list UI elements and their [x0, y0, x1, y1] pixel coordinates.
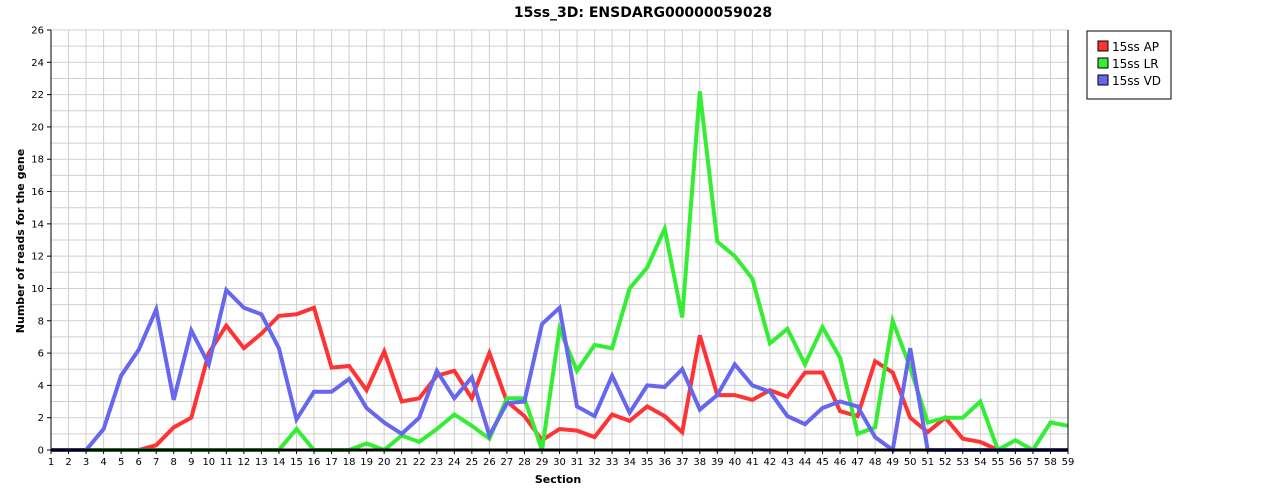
- grid-lines: [50, 29, 1069, 451]
- legend-swatch: [1097, 40, 1109, 52]
- x-tick-label: 23: [430, 457, 443, 468]
- y-tick-label: 12: [31, 252, 44, 263]
- y-tick-label: 18: [31, 155, 44, 166]
- x-tick-label: 56: [1009, 457, 1022, 468]
- axes: [47, 29, 1069, 454]
- x-tick-label: 8: [171, 457, 177, 468]
- x-tick-label: 42: [764, 457, 777, 468]
- series-line-1: [51, 305, 1068, 452]
- x-tick-label: 25: [465, 457, 478, 468]
- x-tick-label: 50: [904, 457, 917, 468]
- y-tick-label: 2: [38, 413, 44, 424]
- x-tick-label: 45: [816, 457, 829, 468]
- y-tick-label: 20: [31, 122, 44, 133]
- x-tick-label: 21: [395, 457, 408, 468]
- x-tick-label: 48: [869, 457, 882, 468]
- x-tick-label: 24: [448, 457, 461, 468]
- x-tick-label: 51: [921, 457, 934, 468]
- x-tick-label: 49: [886, 457, 899, 468]
- x-tick-label: 35: [641, 457, 654, 468]
- x-tick-label: 1: [48, 457, 54, 468]
- x-tick-label: 14: [273, 457, 286, 468]
- x-tick-label: 44: [799, 457, 812, 468]
- x-tick-label: 9: [188, 457, 194, 468]
- legend-label: 15ss VD: [1112, 74, 1161, 88]
- x-tick-label: 27: [501, 457, 514, 468]
- x-tick-label: 53: [956, 457, 969, 468]
- x-tick-label: 46: [834, 457, 847, 468]
- y-tick-label: 0: [38, 446, 44, 457]
- x-tick-label: 11: [220, 457, 233, 468]
- x-tick-label: 18: [343, 457, 356, 468]
- x-tick-label: 10: [202, 457, 215, 468]
- x-tick-label: 59: [1062, 457, 1075, 468]
- legend-label: 15ss AP: [1112, 40, 1159, 54]
- y-tick-label: 8: [38, 316, 44, 327]
- x-tick-label: 13: [255, 457, 268, 468]
- x-tick-label: 52: [939, 457, 952, 468]
- x-tick-label: 30: [553, 457, 566, 468]
- x-tick-label: 41: [746, 457, 759, 468]
- x-tick-label: 55: [991, 457, 1004, 468]
- x-tick-label: 12: [238, 457, 251, 468]
- x-tick-labels: 1 2 3 4 5 6 7 8 9 10 11 12 13 14 15 16 17 18 19 20 21 22 23 24 2…: [48, 457, 1075, 468]
- x-tick-label: 16: [308, 457, 321, 468]
- x-tick-label: 47: [851, 457, 864, 468]
- x-tick-label: 3: [83, 457, 89, 468]
- x-tick-label: 7: [153, 457, 159, 468]
- y-tick-label: 14: [31, 219, 44, 230]
- series-line-3: [51, 286, 1068, 454]
- x-tick-label: 43: [781, 457, 794, 468]
- y-tick-label: 22: [31, 90, 44, 101]
- legend-swatch: [1097, 57, 1109, 69]
- x-tick-label: 34: [623, 457, 636, 468]
- x-tick-label: 22: [413, 457, 426, 468]
- legend-swatch: [1097, 74, 1109, 86]
- chart-title: 15ss_3D: ENSDARG00000059028: [514, 5, 772, 21]
- x-tick-label: 54: [974, 457, 987, 468]
- x-tick-label: 32: [588, 457, 601, 468]
- x-tick-label: 19: [360, 457, 373, 468]
- x-axis-label: Section: [535, 473, 581, 486]
- y-tick-label: 10: [31, 284, 44, 295]
- x-tick-label: 39: [711, 457, 724, 468]
- legend-label: 15ss LR: [1112, 57, 1159, 71]
- x-tick-label: 15: [290, 457, 303, 468]
- x-tick-label: 29: [536, 457, 549, 468]
- x-tick-label: 57: [1027, 457, 1040, 468]
- x-tick-label: 26: [483, 457, 496, 468]
- x-tick-label: 58: [1044, 457, 1057, 468]
- x-tick-label: 33: [606, 457, 619, 468]
- y-axis-label: Number of reads for the gene: [14, 149, 27, 333]
- y-tick-label: 24: [31, 58, 44, 69]
- x-tick-label: 28: [518, 457, 531, 468]
- x-tick-label: 40: [728, 457, 741, 468]
- y-tick-label: 16: [31, 187, 44, 198]
- x-tick-label: 17: [325, 457, 338, 468]
- y-tick-label: 26: [31, 26, 44, 37]
- x-tick-label: 36: [658, 457, 671, 468]
- x-tick-label: 38: [693, 457, 706, 468]
- x-tick-label: 5: [118, 457, 124, 468]
- legend: 15ss AP 15ss LR 15ss VD: [1086, 30, 1172, 100]
- x-tick-label: 20: [378, 457, 391, 468]
- y-tick-label: 6: [38, 349, 44, 360]
- x-tick-label: 2: [65, 457, 71, 468]
- x-tick-label: 31: [571, 457, 584, 468]
- y-tick-label: 4: [38, 381, 44, 392]
- x-tick-label: 4: [100, 457, 106, 468]
- x-tick-label: 37: [676, 457, 689, 468]
- x-tick-label: 6: [135, 457, 141, 468]
